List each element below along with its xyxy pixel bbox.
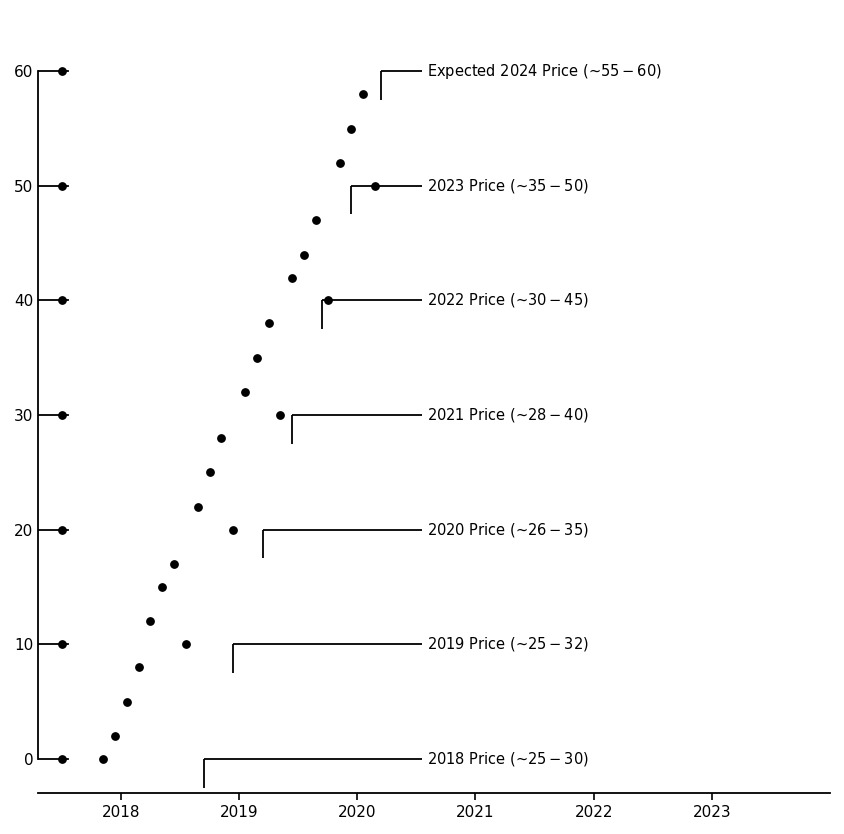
Text: 2018 Price (~$25-$30): 2018 Price (~$25-$30) <box>427 750 589 768</box>
Text: 2021 Price (~$28-$40): 2021 Price (~$28-$40) <box>427 406 589 424</box>
Point <box>108 729 122 742</box>
Point <box>55 638 68 651</box>
Text: 2023 Price (~$35-$50): 2023 Price (~$35-$50) <box>427 177 589 195</box>
Point <box>214 431 228 445</box>
Point <box>143 615 157 628</box>
Point <box>262 317 275 330</box>
Point <box>344 122 358 135</box>
Point <box>297 248 311 261</box>
Point <box>309 214 322 227</box>
Point <box>238 385 252 399</box>
Point <box>167 557 181 570</box>
Point <box>55 64 68 78</box>
Point <box>356 88 370 101</box>
Point <box>273 409 287 422</box>
Point <box>132 661 145 674</box>
Point <box>179 638 192 651</box>
Point <box>285 271 299 284</box>
Text: 2020 Price (~$26-$35): 2020 Price (~$26-$35) <box>427 520 589 539</box>
Point <box>368 179 381 193</box>
Point <box>226 523 240 536</box>
Point <box>55 179 68 193</box>
Point <box>55 409 68 422</box>
Point <box>333 156 346 169</box>
Point <box>55 523 68 536</box>
Point <box>96 752 110 766</box>
Point <box>250 351 263 364</box>
Text: 2022 Price (~$30-$45): 2022 Price (~$30-$45) <box>427 291 589 309</box>
Text: Expected 2024 Price (~$55-$60): Expected 2024 Price (~$55-$60) <box>427 62 662 81</box>
Text: 2019 Price (~$25-$32): 2019 Price (~$25-$32) <box>427 636 589 653</box>
Point <box>120 695 133 708</box>
Point <box>155 580 169 594</box>
Point <box>191 500 204 514</box>
Point <box>55 752 68 766</box>
Point <box>203 465 216 479</box>
Point <box>55 294 68 307</box>
Point <box>321 294 334 307</box>
